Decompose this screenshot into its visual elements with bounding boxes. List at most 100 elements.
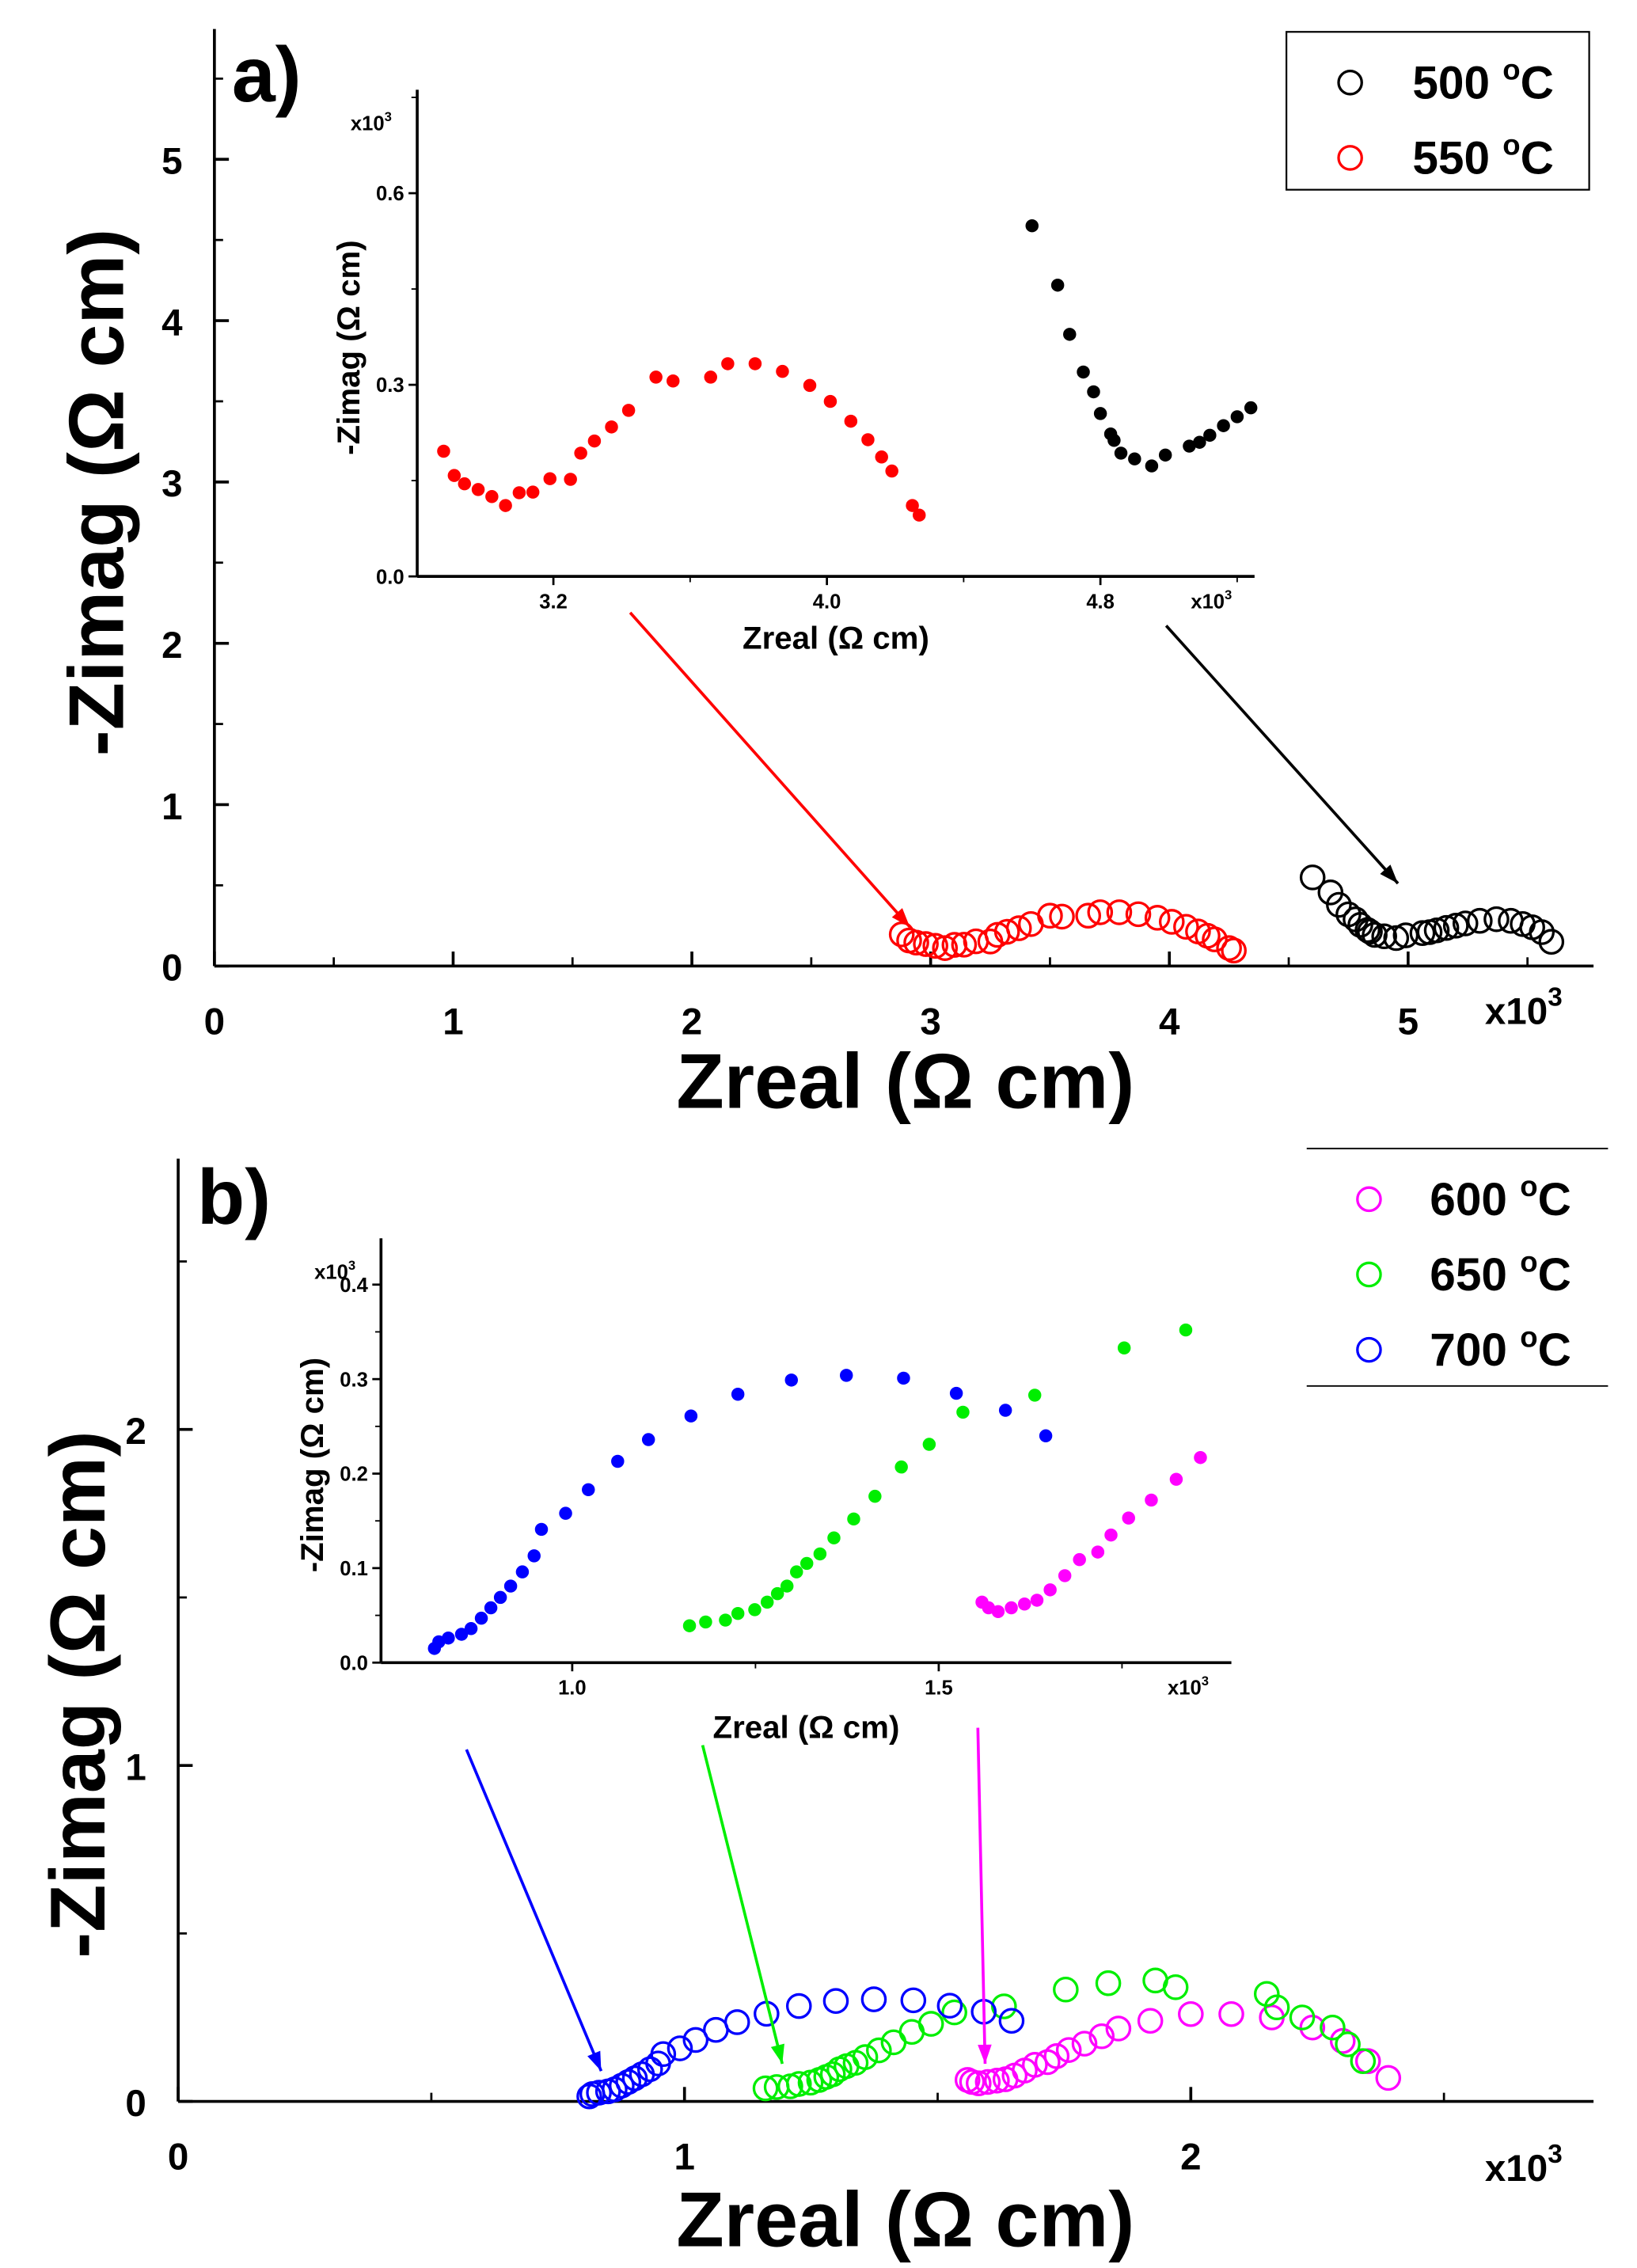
inset-data-point [1145, 459, 1159, 473]
data-point-650C [752, 2075, 779, 2102]
data-point-500C [1538, 929, 1565, 955]
legend-label: 550 oC [1412, 129, 1554, 184]
legend-marker [1356, 1336, 1382, 1363]
inset-data-point [682, 1619, 697, 1632]
inset-data-point [823, 394, 837, 408]
y-tick-label: 0 [125, 2083, 146, 2125]
inset-data-point [1117, 1341, 1131, 1354]
data-point-600C [1105, 2015, 1132, 2042]
data-point-500C [1423, 917, 1450, 944]
data-point-700C [900, 1987, 927, 2014]
data-point-700C [667, 2035, 693, 2061]
inset-data-point [721, 357, 735, 370]
inset-data-point [1122, 1511, 1135, 1525]
inset-data-point [559, 1506, 572, 1520]
data-point-700C [998, 2008, 1025, 2034]
inset-data-point [885, 464, 898, 478]
data-point-700C [615, 2069, 642, 2095]
inset-data-point [1091, 1545, 1105, 1559]
y-tick-label: 2 [125, 1411, 146, 1453]
inset-data-point [1194, 1450, 1207, 1465]
data-point-700C [785, 1993, 812, 2019]
inset-data-point [839, 1369, 853, 1382]
inset-data-point [949, 1386, 963, 1400]
inset-x-multiplier: x103 [1168, 1673, 1209, 1700]
pointer-arrow [701, 1745, 784, 2065]
inset-y-multiplier: x103 [351, 109, 392, 135]
inset-data-point [1230, 410, 1244, 424]
arrow-head [770, 2043, 784, 2065]
data-point-650C [1053, 1976, 1079, 2003]
data-point-550C [1221, 937, 1247, 963]
legend-marker [1356, 1186, 1382, 1213]
x-tick-label: 5 [1398, 1001, 1419, 1043]
inset-y-tick-label: 0.2 [340, 1464, 368, 1486]
inset-data-point [534, 1522, 549, 1537]
x-tick-label: 1 [442, 1001, 463, 1043]
inset-data-point [770, 1586, 784, 1601]
inset-data-point [1093, 407, 1107, 420]
data-point-600C [1329, 2027, 1356, 2054]
data-point-550C [977, 929, 1004, 955]
x-tick-label: 2 [682, 1001, 702, 1043]
data-point-700C [724, 2009, 750, 2035]
inset-data-point [564, 473, 577, 486]
y-tick-label: 1 [125, 1746, 146, 1788]
panel-label: a) [232, 31, 302, 118]
data-point-650C [1320, 2014, 1346, 2041]
arrow-head [587, 2050, 602, 2072]
inset-y-axis-title: -Zimag (Ω cm) [331, 240, 367, 455]
inset-data-point [1169, 1472, 1183, 1486]
y-tick-label: 1 [161, 786, 182, 828]
inset-data-point [704, 370, 718, 384]
data-point-650C [917, 2011, 944, 2037]
data-point-700C [860, 1986, 887, 2012]
data-point-650C [1350, 2048, 1377, 2074]
arrow-head [891, 908, 910, 927]
inset-data-point [991, 1605, 1005, 1619]
y-tick-label: 4 [161, 302, 183, 344]
inset-data-point [1244, 401, 1258, 415]
inset-x-multiplier: x103 [1191, 587, 1232, 614]
inset-data-point [844, 414, 858, 428]
data-point-600C [1178, 2000, 1204, 2027]
data-point-650C [819, 2061, 846, 2088]
inset-data-point [1058, 1569, 1072, 1582]
data-point-600C [1218, 2000, 1244, 2027]
inset-data-point [484, 1601, 498, 1615]
data-point-650C [1263, 1994, 1290, 2021]
data-point-500C [1467, 907, 1493, 934]
legend-marker [1356, 1261, 1382, 1288]
arrow-head [1380, 864, 1399, 883]
inset-x-tick-label: 3.2 [539, 591, 568, 613]
inset-data-point [684, 1409, 698, 1423]
inset-data-point [699, 1615, 712, 1629]
pointer-arrow [976, 1727, 987, 2065]
inset-data-point [667, 374, 680, 388]
inset-data-point [442, 1631, 455, 1645]
inset-y-tick-label: 0.1 [340, 1558, 368, 1580]
inset-data-point [464, 1622, 478, 1635]
data-point-550C [1075, 902, 1101, 929]
inset-data-point [1039, 1429, 1053, 1443]
inset-data-point [503, 1579, 518, 1593]
x-multiplier-label: x103 [1485, 2140, 1563, 2190]
pointer-arrow [465, 1749, 603, 2072]
x-tick-label: 2 [1180, 2137, 1201, 2179]
inset-data-point [906, 499, 919, 512]
data-point-700C [650, 2041, 677, 2068]
data-point-500C [1452, 910, 1479, 936]
inset-data-point [1128, 452, 1141, 465]
inset-data-point [499, 499, 512, 512]
inset-data-point [437, 444, 450, 458]
y-tick-label: 3 [161, 463, 182, 505]
data-point-550C [1005, 915, 1032, 941]
inset-data-point [922, 1438, 936, 1451]
inset-data-point [527, 1549, 541, 1563]
inset-data-point [1087, 385, 1100, 399]
inset-x-tick-label: 1.0 [558, 1677, 587, 1700]
x-tick-label: 4 [1159, 1001, 1180, 1043]
data-point-650C [1095, 1970, 1122, 1996]
data-point-700C [936, 1993, 963, 2019]
inset-data-point [649, 370, 663, 384]
